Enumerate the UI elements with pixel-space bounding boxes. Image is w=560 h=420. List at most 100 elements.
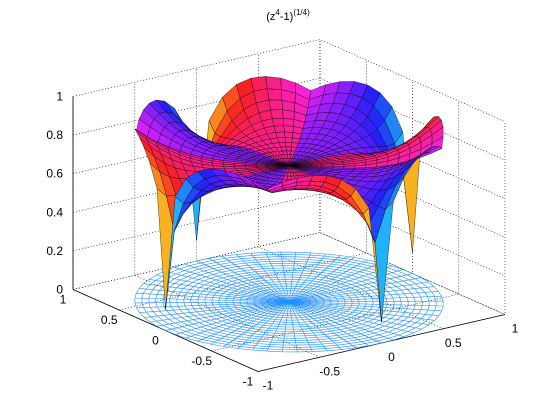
floor-spoke (184, 263, 290, 303)
surface-patch (233, 164, 246, 168)
floor-spoke (288, 301, 429, 325)
floor-spoke (288, 301, 298, 352)
y-tick-label: -1 (243, 375, 254, 389)
floor-spoke (288, 301, 382, 344)
title-superscript: (1/4) (293, 8, 310, 17)
floor-spoke (288, 286, 435, 303)
surface-patch (149, 162, 167, 197)
surface-patch (285, 142, 293, 148)
floor-spoke (288, 265, 393, 303)
floor-mesh (134, 251, 444, 353)
floor-spoke (156, 301, 290, 327)
surface-patch (282, 109, 295, 120)
floor-spoke (197, 301, 290, 342)
floor-spoke (196, 260, 290, 303)
floor-spoke (136, 301, 290, 309)
surface-patch (268, 99, 283, 111)
floor-spoke (134, 297, 290, 303)
floor-spoke (288, 301, 356, 349)
grid-line (72, 193, 506, 277)
grid-line (72, 232, 506, 315)
floor-spoke (288, 277, 422, 303)
surface-patch (270, 109, 284, 119)
surface-patch (285, 146, 292, 152)
x-tick-label: -0.5 (319, 364, 340, 378)
x-tick-label: 1 (512, 322, 519, 336)
floor-spoke (288, 252, 297, 303)
floor-spoke (288, 301, 370, 346)
x-tick-label: 0 (388, 350, 395, 364)
floor-spoke (134, 301, 290, 304)
floor-spoke (237, 301, 290, 349)
floor-spoke (149, 301, 290, 323)
floor-spoke (266, 301, 290, 352)
floor-spoke (288, 301, 342, 350)
floor-spoke (149, 279, 290, 303)
floor-spoke (175, 301, 290, 335)
floor-spoke (288, 301, 422, 330)
surface-patch (267, 88, 283, 101)
z-tick-label: 0.6 (46, 167, 63, 181)
floor-spoke (251, 301, 290, 351)
floor-spoke (288, 301, 414, 334)
floor-spoke (281, 301, 290, 352)
floor-spoke (288, 301, 328, 351)
floor-spoke (280, 252, 290, 303)
chart-title: (z4-1)(1/4) (266, 8, 310, 23)
title-text: (z (266, 11, 275, 23)
surface-patch (283, 125, 294, 133)
title-text: -1) (280, 11, 293, 23)
y-tick-label: 0.5 (101, 313, 118, 327)
floor-spoke (139, 301, 290, 313)
floor-spoke (143, 301, 290, 318)
floor-spoke (156, 274, 290, 303)
surface-patch (265, 76, 282, 90)
surface-patch (385, 177, 404, 210)
floor-spoke (164, 270, 290, 303)
floor-spoke (288, 301, 442, 312)
y-tick-label: 0 (152, 334, 159, 348)
floor-spoke (288, 253, 327, 303)
surface-patch (343, 165, 356, 169)
floor-spoke (288, 300, 444, 303)
floor-spoke (288, 281, 429, 303)
floor-spoke (288, 259, 368, 303)
floor-spoke (288, 301, 394, 341)
surface (134, 76, 444, 323)
z-tick-label: 0.2 (46, 244, 63, 258)
grid-line (72, 39, 506, 122)
floor-spoke (208, 258, 290, 303)
floor-spoke (288, 255, 341, 303)
surface-patch (282, 118, 295, 127)
floor-spoke (250, 253, 290, 303)
floor-spoke (288, 295, 442, 303)
floor-spoke (265, 252, 290, 303)
surface-patch (284, 131, 294, 139)
floor-spoke (288, 262, 381, 303)
floor-spoke (185, 301, 290, 339)
floor-spoke (288, 252, 312, 303)
surface-patch (286, 175, 292, 180)
floor-spoke (288, 257, 355, 303)
floor-spoke (288, 301, 313, 352)
floor-spoke (288, 301, 435, 321)
floor-spoke (210, 301, 290, 345)
floor-spoke (223, 301, 290, 347)
surface-patch (287, 172, 291, 177)
floor-spoke (288, 273, 413, 303)
floor-spoke (288, 301, 439, 316)
z-tick-label: 0.4 (46, 205, 63, 219)
surface-patch (296, 175, 313, 183)
surface-patch (223, 166, 236, 170)
floor-spoke (222, 255, 290, 303)
z-tick-label: 1 (56, 90, 63, 104)
floor-spoke (136, 292, 290, 303)
x-tick-label: 0.5 (445, 336, 462, 350)
floor-spoke (174, 267, 290, 303)
y-tick-label: 1 (60, 293, 67, 307)
surface-patch (284, 137, 293, 143)
y-tick-label: -0.5 (191, 354, 212, 368)
grid-line (257, 121, 506, 372)
